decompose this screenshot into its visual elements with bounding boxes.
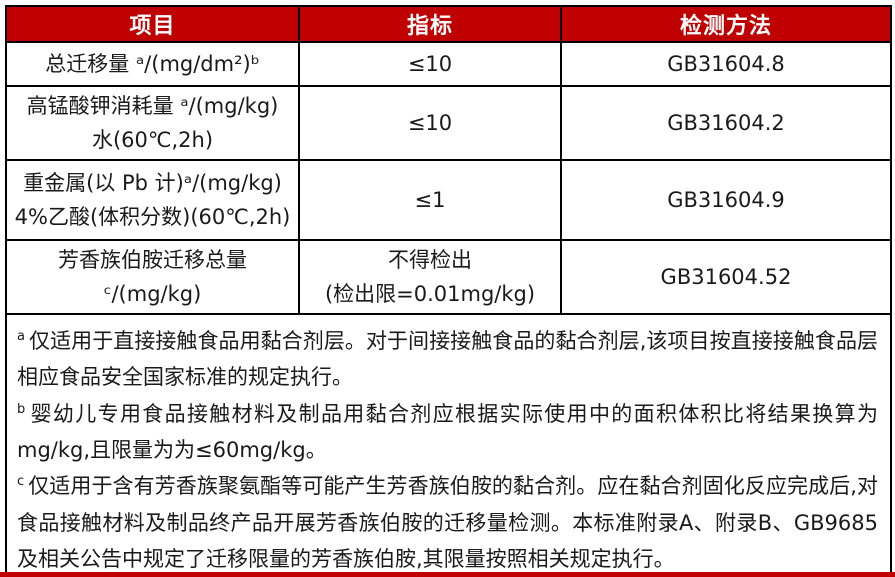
- header-item: 项目: [5, 5, 300, 43]
- footnote-b-marker: b: [17, 401, 26, 417]
- row-indicator: ≤10: [298, 41, 562, 87]
- footnote-c-text: 仅适用于含有芳香族聚氨酯等可能产生芳香族伯胺的黏合剂。应在黏合剂固化反应完成后,…: [17, 474, 878, 572]
- table-row: 芳香族伯胺迁移总量 ᶜ/(mg/kg) 不得检出 (检出限=0.01mg/kg)…: [5, 239, 892, 316]
- row-item: 重金属(以 Pb 计)ᵃ/(mg/kg) 4%乙酸(体积分数)(60℃,2h): [5, 159, 300, 242]
- header-row: 项目 指标 检测方法: [5, 5, 892, 43]
- footnote-a: a 仅适用于直接接触食品用黏合剂层。对于间接接触食品的黏合剂层,该项目按直接接触食…: [17, 323, 878, 396]
- bottom-red-bar: [0, 572, 895, 577]
- footnotes-cell: a 仅适用于直接接触食品用黏合剂层。对于间接接触食品的黏合剂层,该项目按直接接触食…: [5, 313, 892, 577]
- row-indicator: ≤1: [298, 159, 562, 242]
- footnote-c: c 仅适用于含有芳香族聚氨酯等可能产生芳香族伯胺的黏合剂。应在黏合剂固化反应完成后…: [17, 468, 878, 577]
- spec-table: 项目 指标 检测方法 总迁移量 ᵃ/(mg/dm²)ᵇ ≤10 GB31604.…: [5, 5, 892, 577]
- row-indicator: 不得检出 (检出限=0.01mg/kg): [298, 239, 562, 316]
- table-row: 重金属(以 Pb 计)ᵃ/(mg/kg) 4%乙酸(体积分数)(60℃,2h) …: [5, 159, 892, 242]
- row-item: 总迁移量 ᵃ/(mg/dm²)ᵇ: [5, 41, 300, 87]
- row-method: GB31604.2: [560, 84, 892, 162]
- row-method: GB31604.8: [560, 41, 892, 87]
- header-indicator: 指标: [298, 5, 562, 43]
- footnote-c-marker: c: [17, 474, 25, 490]
- row-item: 芳香族伯胺迁移总量 ᶜ/(mg/kg): [5, 239, 300, 316]
- header-method: 检测方法: [560, 5, 892, 43]
- footnotes-row: a 仅适用于直接接触食品用黏合剂层。对于间接接触食品的黏合剂层,该项目按直接接触食…: [5, 313, 892, 577]
- footnote-a-text: 仅适用于直接接触食品用黏合剂层。对于间接接触食品的黏合剂层,该项目按直接接触食品…: [17, 329, 878, 390]
- row-method: GB31604.52: [560, 239, 892, 316]
- table-row: 总迁移量 ᵃ/(mg/dm²)ᵇ ≤10 GB31604.8: [5, 41, 892, 87]
- footnote-b-text: 婴幼儿专用食品接触材料及制品用黏合剂应根据实际使用中的面积体积比将结果换算为mg…: [17, 401, 878, 463]
- row-method: GB31604.9: [560, 159, 892, 242]
- footnote-a-marker: a: [17, 329, 25, 345]
- row-indicator: ≤10: [298, 84, 562, 162]
- table-row: 高锰酸钾消耗量 ᵃ/(mg/kg) 水(60℃,2h) ≤10 GB31604.…: [5, 84, 892, 162]
- row-item: 高锰酸钾消耗量 ᵃ/(mg/kg) 水(60℃,2h): [5, 84, 300, 162]
- footnote-b: b 婴幼儿专用食品接触材料及制品用黏合剂应根据实际使用中的面积体积比将结果换算为m…: [17, 396, 878, 469]
